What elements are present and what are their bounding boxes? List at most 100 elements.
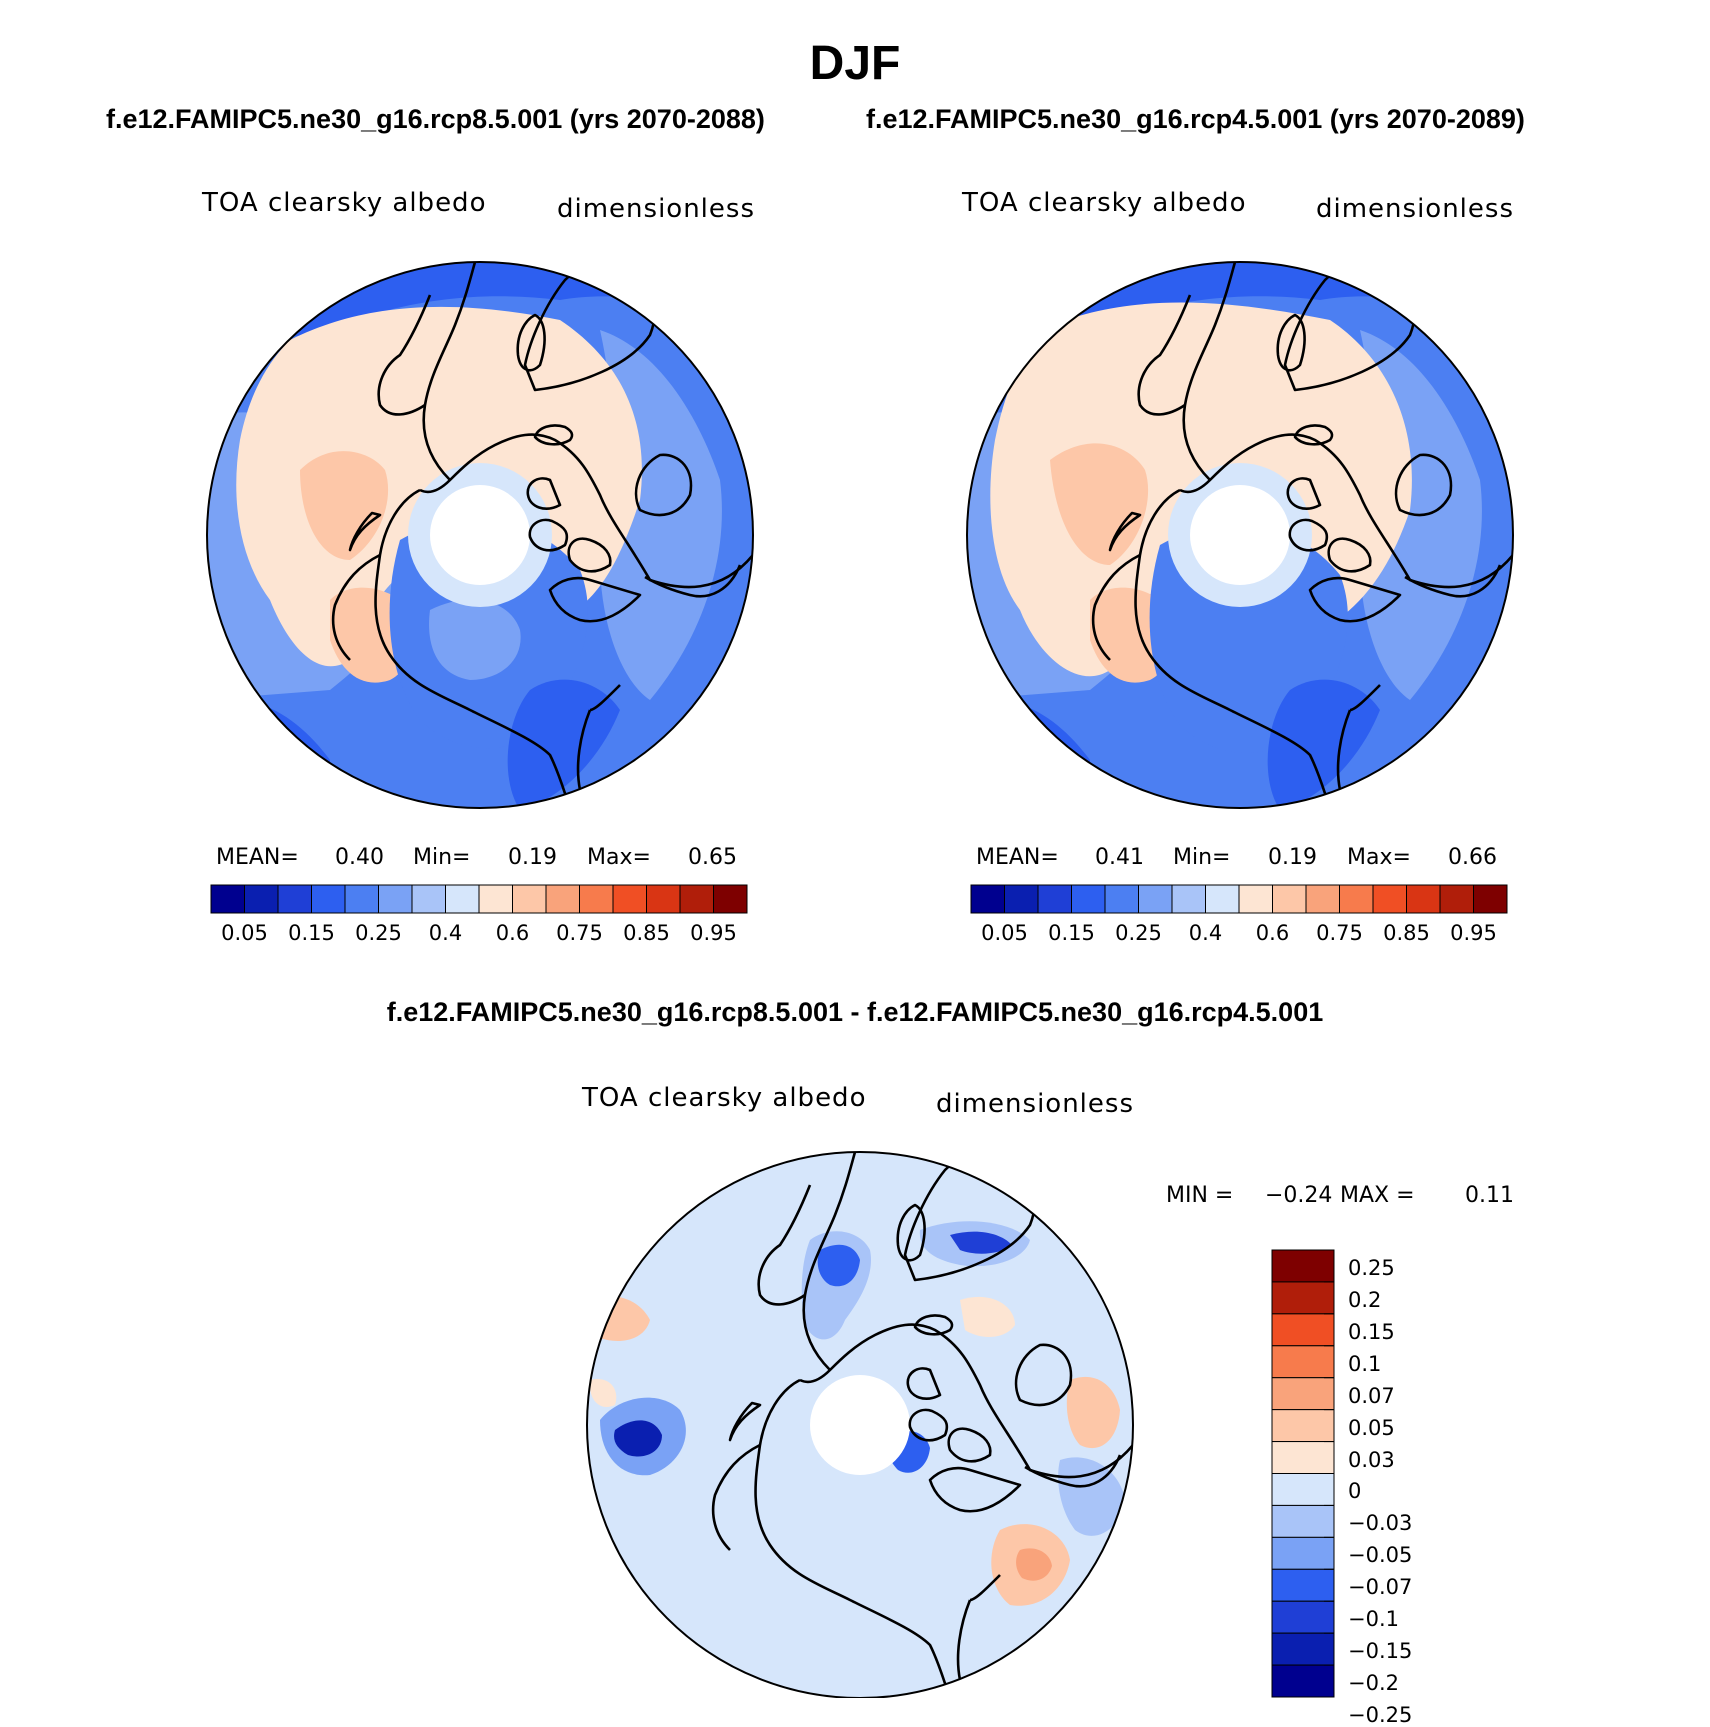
diff-colorbar-swatch xyxy=(1271,1664,1335,1698)
panel2-colorbar-swatch xyxy=(1171,884,1206,914)
panel2-colorbar-swatch xyxy=(1473,884,1508,914)
panel2-min-label: Min= xyxy=(1173,845,1231,870)
panel1-colorbar-tick-label: 0.05 xyxy=(221,921,268,945)
diff-colorbar-swatch xyxy=(1271,1313,1335,1347)
panel1-colorbar-tick-label: 0.15 xyxy=(288,921,335,945)
panel2-colorbar-tick-label: 0.75 xyxy=(1316,921,1363,945)
panel1-mean-label: MEAN= xyxy=(216,845,299,870)
panel2-max-value: 0.66 xyxy=(1448,845,1497,870)
diff-colorbar-tick-label: 0.2 xyxy=(1348,1287,1382,1312)
diff-colorbar-swatch xyxy=(1271,1473,1335,1506)
panel2-colorbar-tick-label: 0.95 xyxy=(1450,921,1497,945)
panel1-map xyxy=(206,261,754,809)
panel2-colorbar-swatch xyxy=(1104,884,1139,914)
panel2-colorbar-swatch xyxy=(1305,884,1340,914)
diff-colorbar-swatch xyxy=(1271,1281,1335,1315)
diff-colorbar-swatch xyxy=(1271,1536,1335,1570)
panel1-colorbar-swatch xyxy=(646,884,681,914)
diff-colorbar-tick-label: −0.25 xyxy=(1348,1702,1413,1727)
panel2-colorbar-tick-label: 0.25 xyxy=(1115,921,1162,945)
panel2-colorbar-swatch xyxy=(1004,884,1039,914)
panel2-colorbar-swatch xyxy=(1205,884,1240,914)
panel2-variable-label: TOA clearsky albedo xyxy=(962,188,1247,218)
panel1-mean-value: 0.40 xyxy=(335,845,384,870)
panel2-colorbar-swatch xyxy=(1138,884,1173,914)
panel1-max-value: 0.65 xyxy=(688,845,737,870)
panel1-colorbar-swatch xyxy=(579,884,614,914)
panel2-colorbar-swatch xyxy=(1238,884,1273,914)
diff-colorbar-tick-label: 0.1 xyxy=(1348,1351,1382,1376)
panel2-colorbar xyxy=(970,884,1508,914)
panel2-colorbar-tick-label: 0.15 xyxy=(1048,921,1095,945)
panel2-colorbar-swatch xyxy=(1071,884,1106,914)
panel1-colorbar-swatch xyxy=(277,884,312,914)
panel1-variable-label: TOA clearsky albedo xyxy=(202,188,487,218)
panel1-colorbar-tick-label: 0.75 xyxy=(556,921,603,945)
diff-colorbar xyxy=(1271,1249,1335,1698)
diff-colorbar-swatch xyxy=(1271,1377,1335,1411)
panel1-colorbar-swatch xyxy=(679,884,714,914)
diff-colorbar-tick-label: 0.05 xyxy=(1348,1415,1395,1440)
panel1-colorbar-tick-label: 0.4 xyxy=(428,921,463,945)
diff-colorbar-tick-label: 0.07 xyxy=(1348,1383,1395,1408)
panel2-colorbar-tick-label: 0.05 xyxy=(981,921,1028,945)
case-a-title: f.e12.FAMIPC5.ne30_g16.rcp8.5.001 (yrs 2… xyxy=(106,104,765,134)
panel1-colorbar-tick-label: 0.25 xyxy=(355,921,402,945)
panel2-colorbar-tick-label: 0.4 xyxy=(1188,921,1223,945)
panel1-colorbar-swatch xyxy=(512,884,547,914)
panel2-colorbar-swatch xyxy=(1406,884,1441,914)
panel1-colorbar-swatch xyxy=(244,884,279,914)
diff-colorbar-tick-label: 0.03 xyxy=(1348,1447,1395,1472)
panel1-colorbar-swatch xyxy=(311,884,346,914)
panel2-colorbar-tick-label: 0.85 xyxy=(1383,921,1430,945)
panel1-colorbar-tick-label: 0.6 xyxy=(495,921,530,945)
diff-colorbar-tick-label: −0.07 xyxy=(1348,1575,1413,1600)
panel1-units-label: dimensionless xyxy=(557,194,755,224)
panel1-colorbar-swatch xyxy=(344,884,379,914)
panel1-colorbar-swatch xyxy=(545,884,580,914)
panel2-colorbar-swatch xyxy=(1372,884,1407,914)
panel1-colorbar-swatch xyxy=(378,884,413,914)
diff-colorbar-swatch xyxy=(1271,1600,1335,1634)
panel1-colorbar-swatch xyxy=(713,884,748,914)
difference-title: f.e12.FAMIPC5.ne30_g16.rcp8.5.001 - f.e1… xyxy=(386,997,1324,1027)
diff-colorbar-tick-label: −0.2 xyxy=(1348,1671,1399,1695)
panel3-variable-label: TOA clearsky albedo xyxy=(582,1083,867,1113)
panel1-colorbar-tick-label: 0.95 xyxy=(690,921,737,945)
diff-colorbar-tick-label: 0 xyxy=(1348,1479,1362,1504)
panel2-colorbar-swatch xyxy=(970,884,1005,914)
panel2-colorbar-tick-label: 0.6 xyxy=(1255,921,1290,945)
diff-colorbar-tick-label: 0.25 xyxy=(1348,1255,1395,1280)
panel2-colorbar-swatch xyxy=(1439,884,1474,914)
panel1-colorbar-swatch xyxy=(612,884,647,914)
panel1-colorbar-swatch xyxy=(445,884,480,914)
panel3-min-value: −0.24 xyxy=(1265,1183,1333,1208)
panel2-mean-label: MEAN= xyxy=(976,845,1059,870)
panel3-max-label: MAX = xyxy=(1340,1183,1415,1208)
diff-colorbar-swatch xyxy=(1271,1441,1335,1474)
panel1-colorbar-swatch xyxy=(210,884,245,914)
diff-colorbar-swatch xyxy=(1271,1632,1335,1666)
diff-colorbar-tick-label: −0.1 xyxy=(1348,1607,1399,1632)
diff-colorbar-swatch xyxy=(1271,1409,1335,1443)
season-title: DJF xyxy=(809,37,901,90)
case-b-title: f.e12.FAMIPC5.ne30_g16.rcp4.5.001 (yrs 2… xyxy=(866,104,1525,134)
panel1-max-label: Max= xyxy=(587,845,651,870)
panel3-map xyxy=(586,1151,1134,1698)
diff-colorbar-swatch xyxy=(1271,1249,1335,1283)
diff-colorbar-tick-label: −0.03 xyxy=(1348,1511,1413,1536)
panel3-units-label: dimensionless xyxy=(936,1089,1134,1119)
panel1-colorbar-swatch xyxy=(411,884,446,914)
panel2-colorbar-swatch xyxy=(1339,884,1374,914)
diff-colorbar-swatch xyxy=(1271,1568,1335,1602)
panel1-min-label: Min= xyxy=(413,845,471,870)
panel2-mean-value: 0.41 xyxy=(1095,845,1144,870)
panel3-max-value: 0.11 xyxy=(1465,1183,1514,1208)
diff-colorbar-tick-label: 0.15 xyxy=(1348,1319,1395,1344)
diff-colorbar-tick-label: −0.15 xyxy=(1348,1639,1413,1664)
panel2-units-label: dimensionless xyxy=(1316,194,1514,224)
panel2-max-label: Max= xyxy=(1347,845,1411,870)
diff-colorbar-tick-label: −0.05 xyxy=(1348,1543,1413,1568)
diff-colorbar-swatch xyxy=(1271,1345,1335,1379)
